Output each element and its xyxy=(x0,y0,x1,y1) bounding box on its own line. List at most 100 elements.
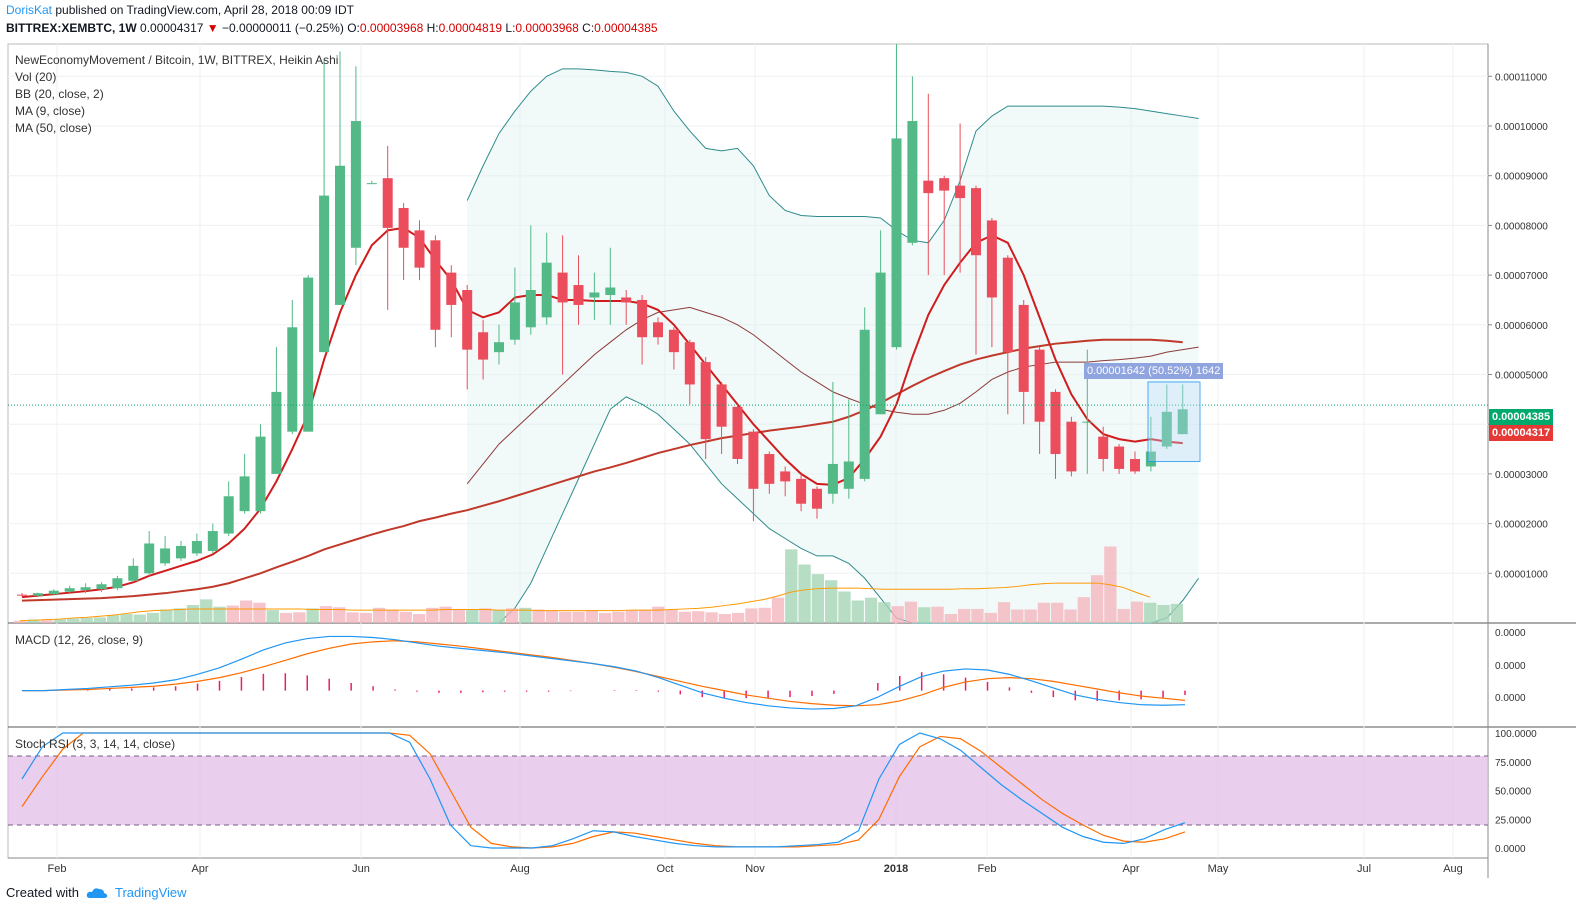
candle-body xyxy=(96,584,107,590)
candle-body xyxy=(303,277,314,432)
candle-body xyxy=(48,590,59,595)
ma50-legend[interactable]: MA (50, close) xyxy=(15,121,92,135)
candle-body xyxy=(748,431,759,489)
candle-body xyxy=(827,463,838,494)
measure-label[interactable]: 0.00001642 (50.52%) 1642 xyxy=(1084,363,1224,379)
volume-bar xyxy=(997,602,1011,623)
tradingview-link[interactable]: TradingView xyxy=(114,885,187,900)
bb-upper-line xyxy=(466,68,1199,244)
author-link[interactable]: DorisKat xyxy=(6,3,53,17)
volume-bar xyxy=(838,591,851,623)
volume-bar xyxy=(240,600,253,623)
candle-body xyxy=(796,478,807,504)
candle-body xyxy=(287,327,298,432)
stoch-k-line xyxy=(21,732,1186,849)
price-tag-red: 0.00004317 xyxy=(1489,425,1554,441)
volume-bar xyxy=(120,614,133,623)
candle-body xyxy=(1002,257,1013,353)
candle-body xyxy=(716,384,727,427)
candle-body xyxy=(1050,391,1061,455)
volume-bar xyxy=(306,608,319,623)
candle-body xyxy=(1130,458,1140,472)
cloud-icon xyxy=(86,887,108,898)
change-value: −0.00000011 (−0.25%) xyxy=(222,21,344,35)
macd-legend[interactable]: MACD (12, 26, close, 9) xyxy=(15,633,144,647)
volume-bar xyxy=(599,612,612,623)
volume-bar xyxy=(1144,602,1157,623)
stoch-legend[interactable]: Stoch RSI (3, 3, 14, 14, close) xyxy=(15,737,176,751)
last-price: 0.00004317 xyxy=(140,21,204,35)
x-tick-label: Apr xyxy=(191,863,208,875)
y-tick-label: 0.00005000 xyxy=(1495,371,1548,382)
candle-body xyxy=(1098,436,1109,459)
volume-bar xyxy=(878,602,891,623)
candle-body xyxy=(335,165,345,305)
volume-bar xyxy=(386,609,399,623)
x-tick-label: Jul xyxy=(1357,863,1371,875)
candle-body xyxy=(1066,421,1077,472)
close-value: 0.00004385 xyxy=(594,21,658,35)
volume-bar xyxy=(333,607,346,623)
candle-body xyxy=(1082,421,1093,423)
chart-title[interactable]: NewEconomyMovement / Bitcoin, 1W, BITTRE… xyxy=(15,53,339,67)
publish-header: DorisKat published on TradingView.com, A… xyxy=(6,3,354,17)
volume-bar xyxy=(1157,605,1170,623)
volume-bar xyxy=(399,611,412,623)
vol-legend[interactable]: Vol (20) xyxy=(15,70,57,84)
volume-bar xyxy=(479,608,492,623)
volume-bar xyxy=(226,605,240,623)
volume-bar xyxy=(1170,603,1183,623)
volume-ma-line xyxy=(19,582,1151,622)
ma9-legend[interactable]: MA (9, close) xyxy=(15,104,86,118)
candle-body xyxy=(589,292,600,298)
candle-body xyxy=(971,188,981,256)
volume-bar xyxy=(678,611,692,623)
macd-line xyxy=(22,635,1186,710)
chart-canvas[interactable]: Feb Apr Jun Aug Oct Nov 2018 Feb Apr May Jul Aug 0.0… xyxy=(0,0,1576,880)
bb-legend[interactable]: BB (20, close, 2) xyxy=(15,87,104,101)
low-value: 0.00003968 xyxy=(515,21,579,35)
y-tick-label: 0.00010000 xyxy=(1495,122,1548,133)
candle-body xyxy=(732,406,743,459)
candle-body xyxy=(1161,411,1172,447)
volume-bar xyxy=(213,606,226,623)
x-tick-label: Aug xyxy=(1443,863,1463,875)
candle-body xyxy=(255,436,266,512)
volume-bar xyxy=(412,614,426,623)
volume-bar xyxy=(532,609,545,623)
volume-bar xyxy=(426,607,439,623)
volume-bar xyxy=(40,620,53,623)
candle-body xyxy=(668,329,679,353)
down-arrow-icon: ▼ xyxy=(206,21,219,35)
volume-bar xyxy=(200,599,213,623)
volume-bar xyxy=(1011,609,1024,623)
candle-body xyxy=(891,138,902,348)
candle-body xyxy=(525,290,536,328)
candle-body xyxy=(1114,446,1125,469)
candle-body xyxy=(17,594,27,596)
volume-bar xyxy=(505,608,519,623)
volume-bar xyxy=(452,608,466,623)
candle-body xyxy=(144,543,155,574)
volume-bar xyxy=(718,614,731,623)
y-tick-label: 0.00011000 xyxy=(1495,72,1548,83)
candle-body xyxy=(398,208,409,248)
candle-body xyxy=(366,183,377,185)
y-tick-label: 0.00006000 xyxy=(1495,321,1548,332)
volume-bar xyxy=(439,606,452,623)
candle-body xyxy=(621,297,632,303)
symbol-label[interactable]: BITTREX:XEMBTC, 1W xyxy=(6,21,137,35)
candle-body xyxy=(128,565,139,581)
volume-bar xyxy=(585,610,598,623)
candle-body xyxy=(812,488,822,509)
volume-bar xyxy=(705,612,718,623)
candle-body xyxy=(462,290,473,350)
volume-bar xyxy=(1090,575,1104,623)
bb-lower-line xyxy=(467,396,1200,624)
volume-bar xyxy=(811,574,825,623)
candle-body xyxy=(653,322,663,338)
volume-bar xyxy=(984,612,997,623)
volume-bar xyxy=(918,607,931,623)
stoch-band-fill xyxy=(8,756,1488,825)
volume-bar xyxy=(904,601,918,623)
